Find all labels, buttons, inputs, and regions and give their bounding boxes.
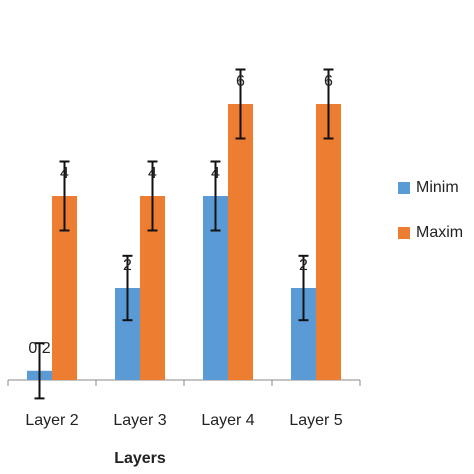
data-label: 4 [148, 165, 157, 182]
x-axis-title: Layers [114, 450, 166, 467]
data-label: 4 [211, 165, 220, 182]
x-tick-label: Layer 4 [201, 412, 254, 429]
data-label: 6 [324, 73, 333, 90]
data-label: 2 [299, 257, 308, 274]
legend-swatch [398, 182, 410, 194]
data-label: 6 [236, 73, 245, 90]
x-tick-label: Layer 3 [113, 412, 166, 429]
data-label: 4 [60, 165, 69, 182]
legend-label: Maxim [416, 224, 463, 241]
legend-swatch [398, 227, 410, 239]
x-tick-label: Layer 5 [289, 412, 342, 429]
x-tick-label: Layer 2 [25, 412, 78, 429]
bar [228, 104, 253, 380]
data-label: 2 [123, 257, 132, 274]
legend-label: Minim [416, 179, 459, 196]
bar [316, 104, 341, 380]
data-label: 0.2 [28, 340, 50, 357]
